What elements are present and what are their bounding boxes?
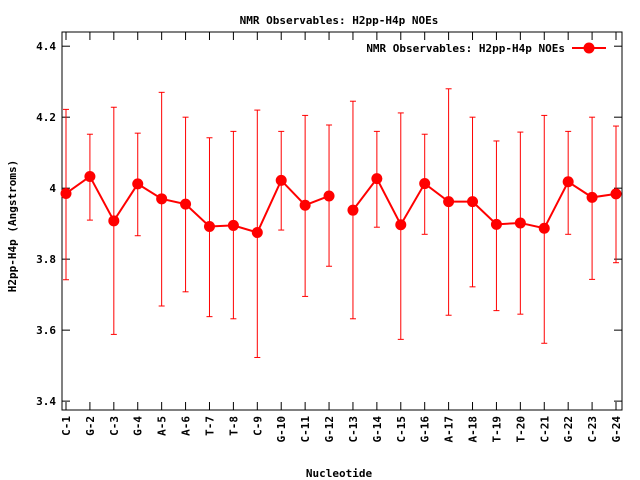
error-bars: [63, 88, 619, 358]
y-axis: 3.4 3.6 3.8 4 4.2 4.4: [36, 40, 622, 408]
y-tick-label: 3.8: [36, 253, 56, 266]
x-tick-label: G-22: [562, 416, 575, 443]
data-point: [347, 204, 359, 216]
x-tick-label: A-6: [180, 416, 193, 436]
x-tick-label: A-17: [443, 416, 456, 443]
y-tick-label: 3.4: [36, 395, 56, 408]
x-tick-label: C-9: [251, 416, 264, 436]
data-point: [562, 176, 574, 188]
data-points: [60, 170, 622, 239]
data-point: [514, 217, 526, 229]
x-tick-label: G-16: [419, 416, 432, 443]
series-line: [65, 174, 330, 234]
data-point: [490, 218, 502, 230]
legend-marker: [583, 42, 595, 54]
data-point: [227, 219, 239, 231]
data-point: [395, 219, 407, 231]
legend-label: NMR Observables: H2pp-H4p NOEs: [366, 42, 565, 55]
x-tick-label: G-24: [610, 416, 623, 443]
data-point: [180, 198, 192, 210]
data-point: [323, 190, 335, 202]
y-tick-label: 4.2: [36, 111, 56, 124]
data-point: [371, 173, 383, 185]
data-point: [443, 196, 455, 208]
y-tick-label: 4.4: [36, 40, 56, 53]
y-tick-label: 4: [49, 182, 56, 195]
y-tick-label: 3.6: [36, 324, 56, 337]
x-tick-label: C-1: [60, 416, 73, 436]
x-tick-label: C-23: [586, 416, 599, 443]
x-tick-label: G-4: [132, 416, 145, 436]
data-point: [467, 196, 479, 208]
x-tick-label: G-2: [84, 416, 97, 436]
x-tick-label: A-18: [467, 416, 480, 443]
data-point: [84, 170, 96, 182]
data-point: [156, 193, 168, 205]
data-point: [419, 178, 431, 190]
x-tick-label: C-15: [395, 416, 408, 443]
x-tick-label: A-5: [156, 416, 169, 436]
data-point: [275, 174, 287, 186]
x-tick-label: C-13: [347, 416, 360, 443]
data-point: [251, 227, 263, 239]
data-point: [203, 221, 215, 233]
x-tick-label: G-12: [323, 416, 336, 443]
data-point: [538, 222, 550, 234]
x-axis-label: Nucleotide: [306, 467, 373, 480]
data-point: [108, 215, 120, 227]
data-point: [60, 187, 72, 199]
data-point: [586, 191, 598, 203]
x-tick-label: G-10: [275, 416, 288, 443]
series-lines: [65, 174, 617, 234]
x-tick-label: T-19: [490, 416, 503, 443]
plot-area: [61, 31, 623, 411]
data-point: [132, 178, 144, 190]
x-tick-label: T-20: [514, 416, 527, 443]
x-tick-label: T-7: [203, 416, 216, 436]
x-axis: C-1 G-2 C-3 G-4 A-5 A-6 T-7 T-8 C-9 G-10 C-11 G-12 C…: [60, 32, 623, 443]
chart-title: NMR Observables: H2pp-H4p NOEs: [240, 14, 439, 27]
y-axis-label: H2pp-H4p (Angstroms): [6, 160, 19, 292]
series-line: [352, 176, 617, 230]
data-point: [610, 188, 622, 200]
x-tick-label: C-11: [299, 416, 312, 443]
x-tick-label: C-3: [108, 416, 121, 436]
data-point: [299, 199, 311, 211]
x-tick-label: C-21: [538, 416, 551, 443]
x-tick-label: G-14: [371, 416, 384, 443]
x-tick-label: T-8: [227, 416, 240, 436]
legend: NMR Observables: H2pp-H4p NOEs: [366, 42, 606, 55]
